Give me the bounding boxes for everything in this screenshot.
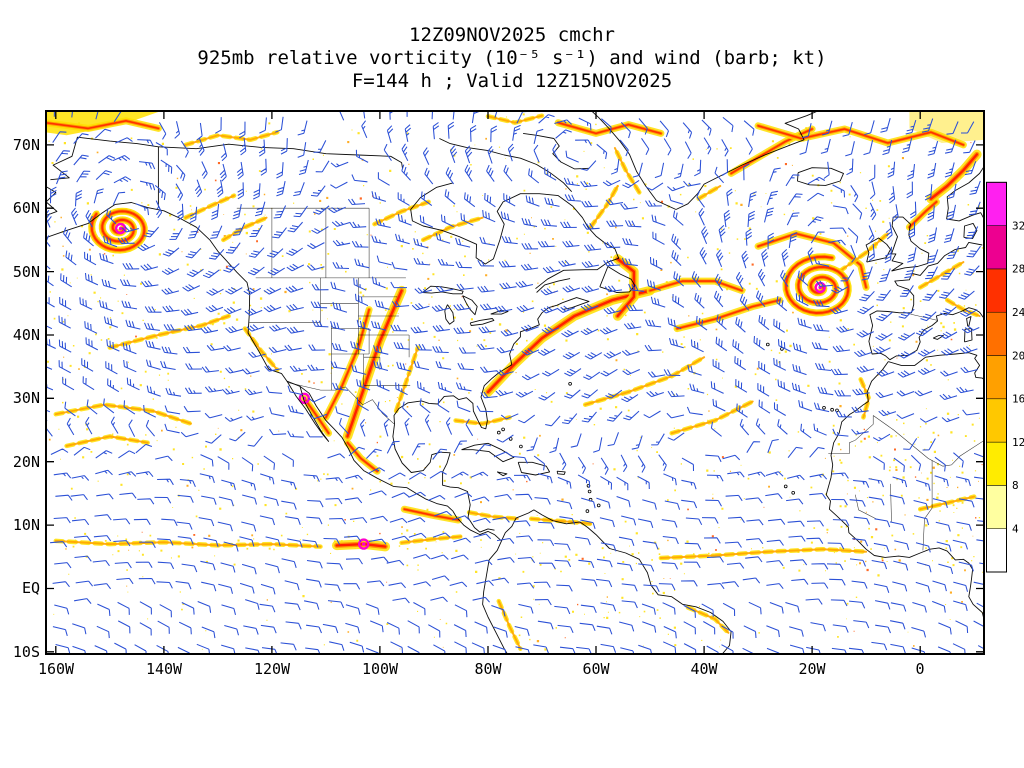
x-axis-label: 20W	[798, 660, 826, 678]
y-axis-label: 30N	[12, 389, 40, 407]
y-axis-label: 60N	[12, 199, 40, 217]
svg-text:24: 24	[1012, 306, 1024, 319]
svg-text:32: 32	[1012, 219, 1024, 232]
svg-text:8: 8	[1012, 479, 1019, 492]
chart-title-line2: 925mb relative vorticity (10⁻⁵ s⁻¹) and …	[197, 47, 827, 69]
map-plot-area	[45, 110, 985, 655]
y-axis-label: 10N	[12, 516, 40, 534]
x-ax_label: 0	[915, 660, 925, 678]
chart-title-line3: F=144 h ; Valid 12Z15NOV2025	[351, 70, 673, 92]
y-axis-label: 20N	[12, 453, 40, 471]
chart-title-block: 12Z09NOV2025 cmchr 925mb relative vortic…	[0, 24, 1024, 93]
svg-text:28: 28	[1012, 263, 1024, 276]
chart-title-line1: 12Z09NOV2025 cmchr	[409, 24, 615, 46]
y-axis-label: 40N	[12, 326, 40, 344]
x-axis-label: 40W	[690, 660, 718, 678]
svg-text:20: 20	[1012, 349, 1024, 362]
vorticity-map-canvas	[45, 110, 985, 655]
y-axis-label: 10S	[12, 643, 40, 661]
x-axis-label: 80W	[474, 660, 502, 678]
y-axis-label: 50N	[12, 263, 40, 281]
y-axis-label: 70N	[12, 136, 40, 154]
svg-text:16: 16	[1012, 393, 1024, 406]
x-axis-label: 60W	[582, 660, 610, 678]
svg-text:12: 12	[1012, 436, 1024, 449]
y-axis-label: EQ	[21, 579, 40, 597]
svg-text:4: 4	[1012, 523, 1019, 536]
x-axis-label: 100W	[361, 660, 399, 678]
x-axis-label: 140W	[145, 660, 183, 678]
colorbar: 4 8 12 16 20 24 28 32	[986, 181, 1024, 573]
x-axis-label: 120W	[253, 660, 291, 678]
x-axis-label: 160W	[37, 660, 75, 678]
